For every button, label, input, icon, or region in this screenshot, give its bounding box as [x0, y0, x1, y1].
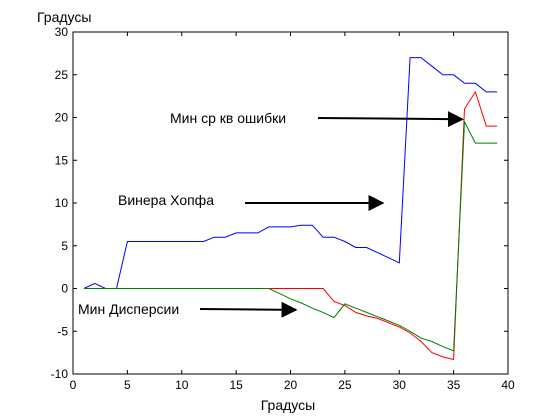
y-tick-label: 15 — [55, 153, 69, 167]
x-tick-label: 0 — [70, 378, 77, 392]
y-tick-label: 10 — [55, 196, 69, 210]
annotations: Мин ср кв ошибки Винера Хопфа Мин Дисперси… — [78, 110, 464, 318]
x-tick-label: 40 — [501, 378, 515, 392]
x-tick-label: 30 — [393, 378, 407, 392]
series-line-2 — [83, 90, 498, 361]
annotation-label: Винера Хопфа — [118, 192, 214, 208]
x-tick-label: 15 — [229, 378, 243, 392]
y-axis: -10 -5 0 5 10 15 20 25 30 — [51, 25, 508, 381]
y-tick-label: 25 — [55, 68, 69, 82]
y-tick-label: -5 — [57, 324, 68, 338]
y-axis-title: Градусы — [37, 9, 91, 25]
annotation-label: Мин ср кв ошибки — [170, 110, 286, 126]
x-tick-label: 35 — [447, 378, 461, 392]
y-tick-label: 30 — [55, 25, 69, 39]
x-tick-label: 20 — [284, 378, 298, 392]
series-line-3 — [83, 119, 498, 352]
annotation-arrow — [317, 111, 464, 128]
y-tick-label: 0 — [61, 282, 68, 296]
x-axis-title: Градусы — [261, 397, 315, 413]
y-tick-label: 20 — [55, 111, 69, 125]
x-tick-label: 10 — [175, 378, 189, 392]
series-line-1 — [83, 57, 498, 289]
x-tick-label: 25 — [338, 378, 352, 392]
x-axis: 0 5 10 15 20 25 30 35 40 — [70, 32, 515, 392]
x-tick-label: 5 — [124, 378, 131, 392]
y-tick-label: 5 — [61, 239, 68, 253]
annotation-arrow — [199, 301, 298, 318]
series-layer — [83, 57, 498, 361]
annotation-label: Мин Дисперсии — [78, 301, 179, 317]
y-tick-label: -10 — [51, 367, 69, 381]
